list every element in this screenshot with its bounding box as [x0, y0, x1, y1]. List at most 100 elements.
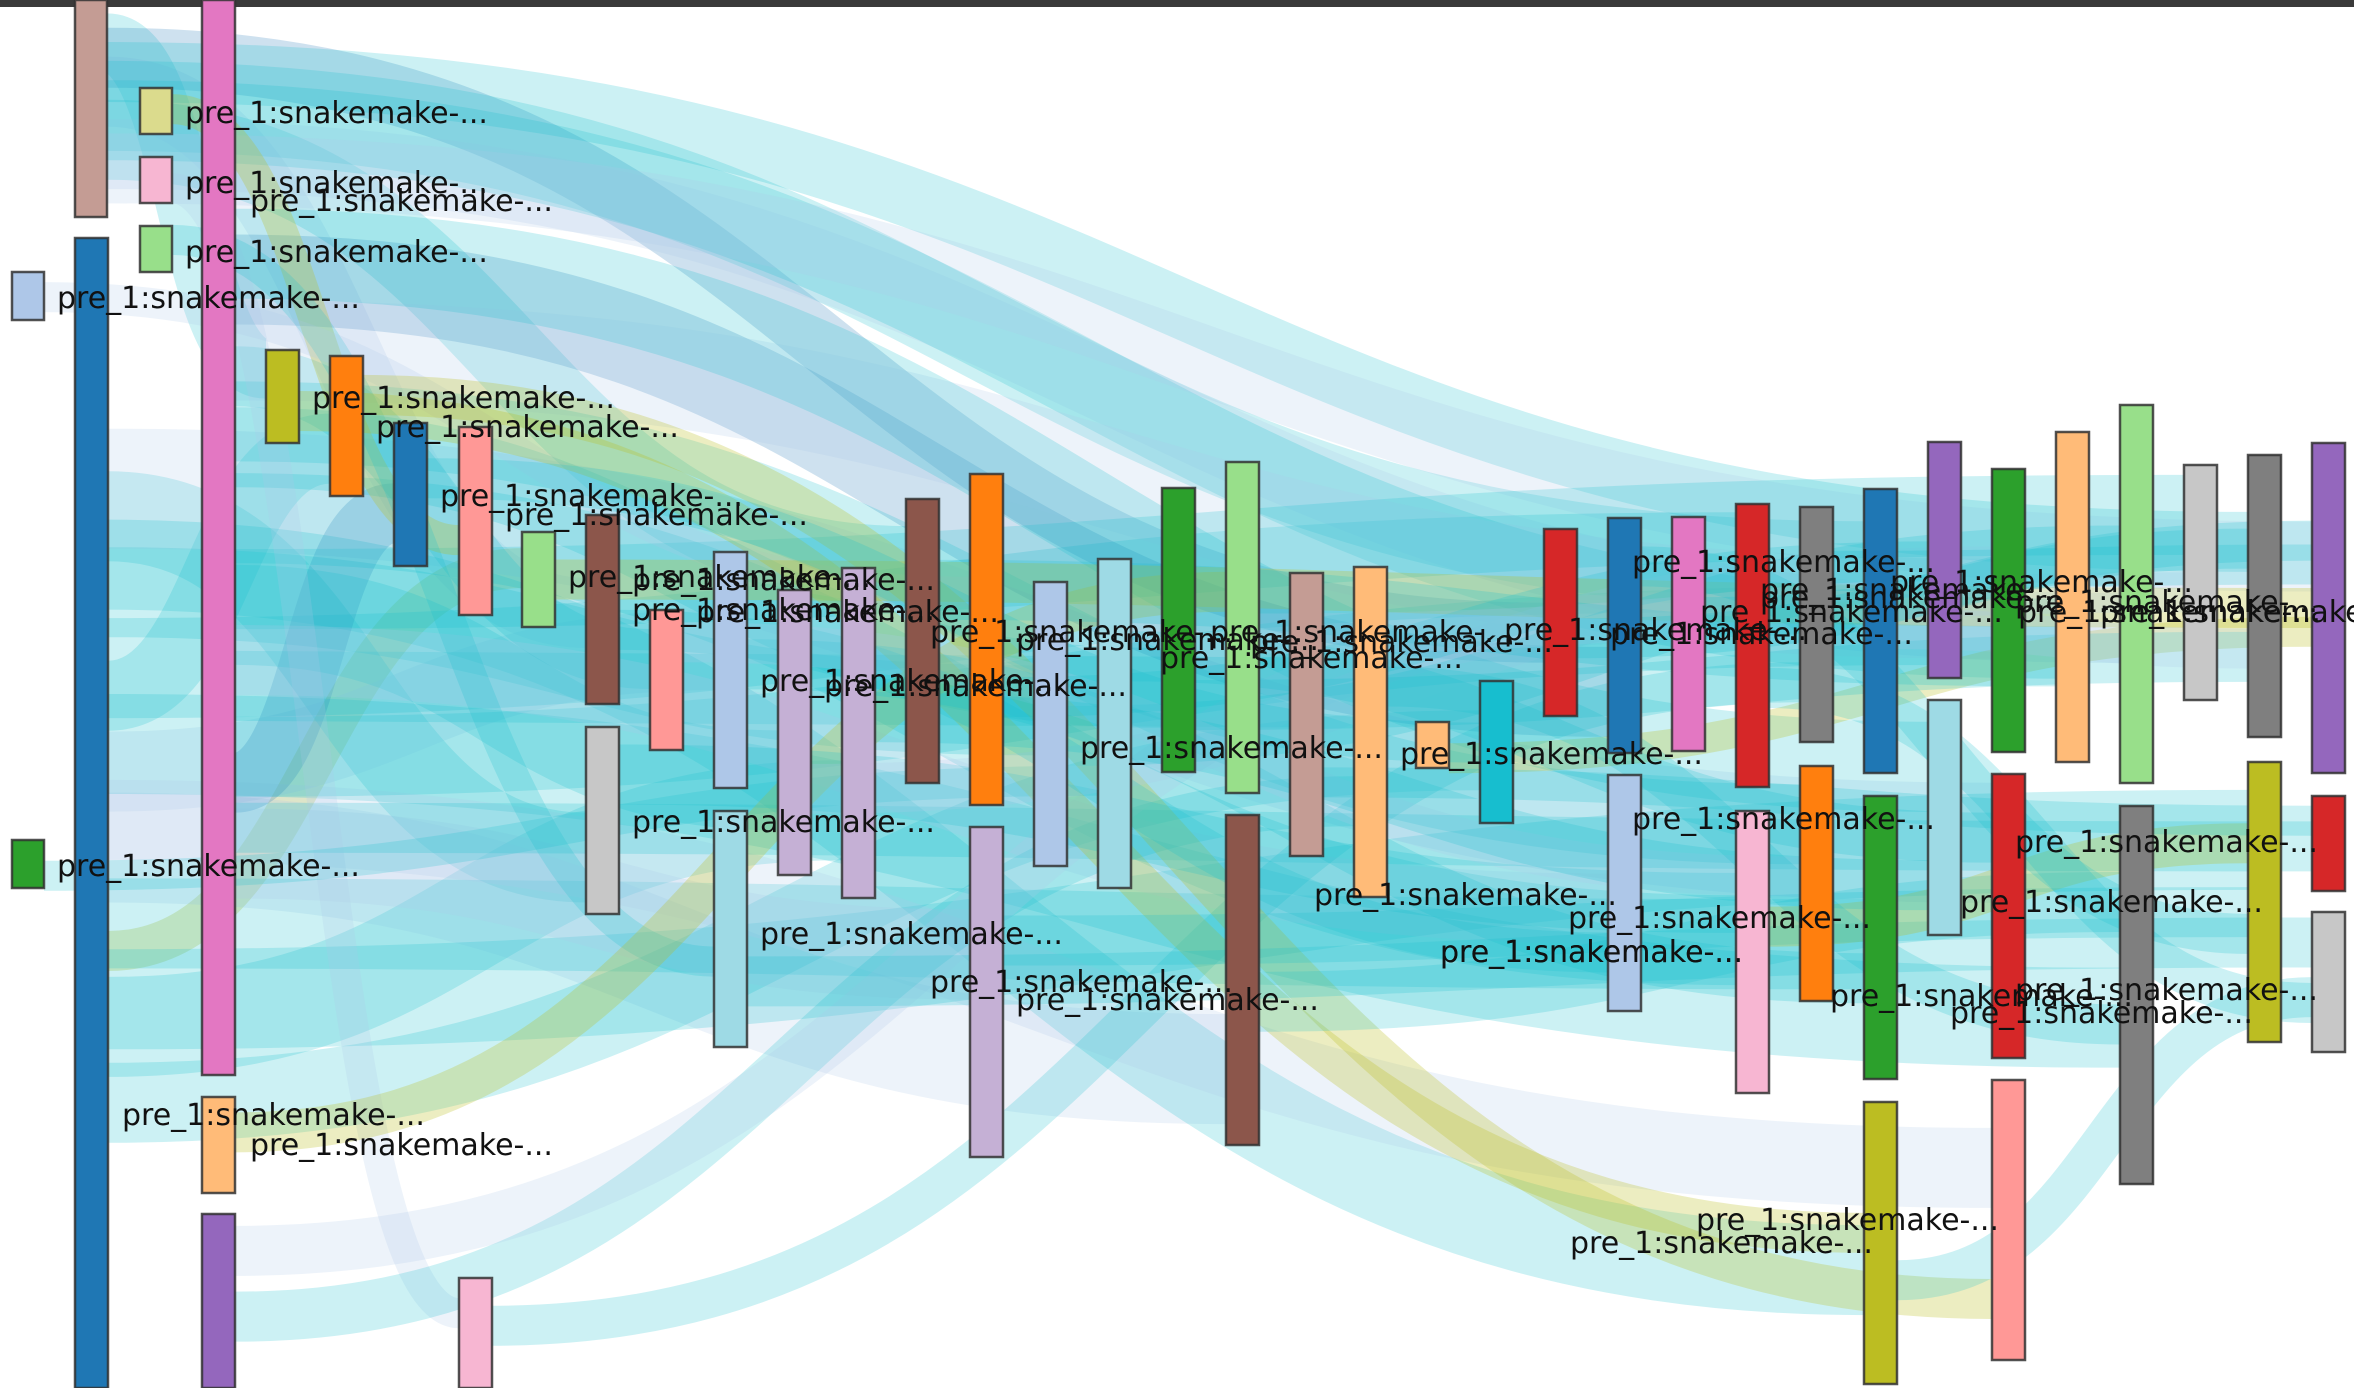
- node-peach-small[interactable]: [1414, 720, 1451, 770]
- sankey-link[interactable]: [234, 592, 1673, 1276]
- sankey-link[interactable]: [491, 662, 1801, 1346]
- node-pink-small[interactable]: [138, 155, 174, 205]
- sankey-link[interactable]: [106, 99, 907, 607]
- node-green-small[interactable]: [138, 224, 174, 274]
- sankey-link[interactable]: [1066, 525, 2121, 766]
- node-silver-1[interactable]: [2182, 463, 2219, 702]
- node-grey-1[interactable]: [584, 725, 621, 916]
- sankey-link[interactable]: [106, 471, 588, 903]
- node-teal-1[interactable]: [1478, 679, 1515, 825]
- node-red-3[interactable]: [1990, 772, 2027, 1060]
- sankey-link[interactable]: [106, 60, 1865, 612]
- node-magenta-tall[interactable]: [200, 0, 237, 1077]
- sankey-link[interactable]: [234, 300, 1993, 659]
- sankey-link[interactable]: [234, 625, 1609, 944]
- sankey-link[interactable]: [426, 458, 1481, 763]
- node-lightblue-2[interactable]: [1032, 580, 1069, 868]
- node-green-3[interactable]: [1862, 794, 1899, 1081]
- sankey-link[interactable]: [105, 56, 588, 648]
- sankey-link[interactable]: [234, 650, 1291, 728]
- node-taupe-1[interactable]: [1288, 571, 1325, 858]
- sankey-link[interactable]: [106, 119, 2121, 664]
- sankey-link[interactable]: [554, 559, 2313, 628]
- node-lightblue-3[interactable]: [1606, 773, 1643, 1013]
- node-green-left[interactable]: [10, 838, 46, 890]
- sankey-link[interactable]: [106, 80, 2057, 679]
- node-blue-2[interactable]: [392, 421, 429, 568]
- node-olive-2[interactable]: [1862, 1100, 1899, 1386]
- sankey-link[interactable]: [107, 760, 843, 1077]
- node-olive-1[interactable]: [264, 348, 301, 445]
- node-silver-2[interactable]: [2310, 910, 2347, 1054]
- sankey-link[interactable]: [234, 346, 651, 689]
- sankey-link[interactable]: [362, 374, 1993, 1319]
- node-pink-2-label: pre_1:snakemake-...: [1632, 802, 1935, 837]
- sankey-link[interactable]: [874, 692, 1929, 911]
- node-brown-2[interactable]: [904, 497, 941, 785]
- sankey-link[interactable]: [43, 765, 1099, 891]
- node-magenta-2[interactable]: [1670, 515, 1707, 753]
- node-orange-2[interactable]: [968, 472, 1005, 807]
- sankey-link[interactable]: [107, 792, 1227, 1125]
- node-red-4[interactable]: [2310, 794, 2347, 893]
- sankey-link[interactable]: [234, 802, 2313, 872]
- sankey-link[interactable]: [107, 710, 1481, 1143]
- sankey-link[interactable]: [106, 27, 1545, 663]
- node-grey-3[interactable]: [2118, 804, 2155, 1186]
- sankey-link[interactable]: [107, 548, 523, 971]
- sankey-link[interactable]: [1896, 977, 2313, 1301]
- sankey-link[interactable]: [234, 234, 1609, 737]
- sankey-link[interactable]: [1194, 631, 2249, 730]
- node-lightblue-small[interactable]: [10, 270, 46, 322]
- node-orange-3[interactable]: [1798, 764, 1835, 1003]
- node-red-2[interactable]: [1734, 502, 1771, 789]
- node-blue-tall[interactable]: [73, 236, 110, 1388]
- node-brown-1[interactable]: [584, 513, 621, 706]
- node-paleteal-3[interactable]: [1926, 698, 1963, 937]
- node-lilac-3[interactable]: [968, 825, 1005, 1159]
- node-lightblue-1[interactable]: [712, 550, 749, 790]
- sankey-link[interactable]: [171, 224, 715, 977]
- node-salmon-top[interactable]: [73, 0, 109, 219]
- node-paleteal-2[interactable]: [1096, 557, 1133, 890]
- node-olive-3[interactable]: [2246, 760, 2283, 1044]
- node-green-2[interactable]: [1160, 486, 1197, 774]
- node-lilac-1[interactable]: [776, 588, 813, 877]
- node-rose-2[interactable]: [648, 608, 685, 752]
- node-khaki-small[interactable]: [138, 86, 174, 136]
- node-orange-1[interactable]: [328, 354, 365, 498]
- node-ltgreen-2[interactable]: [1224, 460, 1261, 795]
- sankey-link[interactable]: [234, 208, 1929, 812]
- node-grey-4[interactable]: [2246, 453, 2283, 739]
- sankey-link[interactable]: [234, 585, 1929, 797]
- node-green-4[interactable]: [1990, 467, 2027, 754]
- node-rose-3[interactable]: [1990, 1078, 2027, 1362]
- sankey-link[interactable]: [107, 779, 1993, 1208]
- node-peach-2[interactable]: [2054, 430, 2091, 764]
- node-red-1[interactable]: [1542, 527, 1579, 718]
- node-grey-2[interactable]: [1798, 505, 1835, 744]
- node-brown-3[interactable]: [1224, 813, 1261, 1147]
- sankey-link[interactable]: [618, 744, 1737, 933]
- node-peach-left[interactable]: [200, 1095, 237, 1195]
- node-ltgreen-1[interactable]: [520, 530, 557, 629]
- node-blue-3[interactable]: [1606, 516, 1643, 755]
- node-paleteal-1[interactable]: [712, 809, 749, 1049]
- sankey-link[interactable]: [298, 391, 1865, 1253]
- node-peach-1[interactable]: [1352, 565, 1389, 899]
- sankey-link[interactable]: [234, 564, 779, 831]
- node-blue-4[interactable]: [1862, 487, 1899, 775]
- node-lilac-2[interactable]: [840, 566, 877, 900]
- node-purple-left[interactable]: [200, 1212, 237, 1388]
- sankey-link[interactable]: [938, 559, 2057, 687]
- node-pink-bottom[interactable]: [457, 1276, 494, 1388]
- node-pink-2[interactable]: [1734, 809, 1771, 1095]
- sankey-link[interactable]: [234, 776, 1355, 1342]
- node-ltgreen-3[interactable]: [2118, 403, 2155, 785]
- sankey-link[interactable]: [101, 13, 272, 399]
- node-purple-2[interactable]: [1926, 440, 1963, 680]
- node-purple-3[interactable]: [2310, 441, 2347, 775]
- node-rose-1[interactable]: [457, 425, 494, 617]
- sankey-link[interactable]: [230, 483, 399, 813]
